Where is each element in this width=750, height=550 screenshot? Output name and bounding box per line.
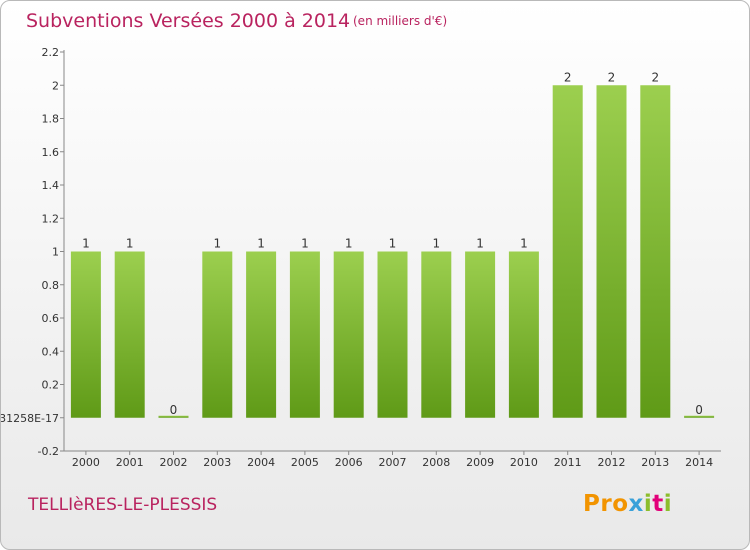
x-tick-label: 2013	[641, 456, 669, 469]
bar	[508, 251, 539, 418]
data-label: 1	[476, 237, 484, 251]
bar	[421, 251, 452, 418]
x-tick-label: 2005	[291, 456, 319, 469]
y-tick-label: 0.8	[42, 279, 60, 292]
y-tick-label: 0.4	[42, 345, 60, 358]
data-label: 1	[126, 237, 134, 251]
proxiti-logo: Proxiti	[583, 491, 673, 517]
y-tick-label: 2.2	[42, 46, 60, 59]
x-tick-label: 2006	[335, 456, 363, 469]
data-label: 1	[432, 237, 440, 251]
bar	[246, 251, 277, 418]
bar	[158, 415, 189, 418]
x-tick-label: 2002	[160, 456, 188, 469]
y-tick-label: -0.2	[38, 445, 59, 458]
y-tick-label: 0.2	[42, 379, 60, 392]
bar	[70, 251, 101, 418]
x-tick-label: 2009	[466, 456, 494, 469]
x-tick-label: 2003	[203, 456, 231, 469]
data-label: 0	[695, 403, 703, 417]
x-tick-label: 2007	[379, 456, 407, 469]
y-tick-label: 1.8	[42, 113, 60, 126]
x-tick-label: 2008	[422, 456, 450, 469]
bar	[333, 251, 364, 418]
y-tick-label: 1.2	[42, 212, 60, 225]
chart-title: Subventions Versées 2000 à 2014	[26, 10, 351, 32]
data-label: 1	[213, 237, 221, 251]
data-label: 1	[82, 237, 90, 251]
x-tick-label: 2000	[72, 456, 100, 469]
x-tick-label: 2010	[510, 456, 538, 469]
y-tick-label: 0.6	[42, 312, 60, 325]
x-tick-label: 2014	[685, 456, 713, 469]
bar	[202, 251, 233, 418]
bar	[114, 251, 145, 418]
data-label: 2	[608, 70, 616, 84]
x-tick-label: 2004	[247, 456, 275, 469]
y-tick-label: -5.5511151231258E-17	[1, 412, 59, 425]
bar	[377, 251, 408, 418]
data-label: 2	[564, 70, 572, 84]
x-tick-label: 2011	[554, 456, 582, 469]
y-tick-label: 1.4	[42, 179, 60, 192]
data-label: 1	[389, 237, 397, 251]
data-label: 2	[651, 70, 659, 84]
chart-subtitle: (en milliers d'€)	[353, 14, 448, 28]
data-label: 0	[170, 403, 178, 417]
bar	[640, 85, 671, 418]
data-label: 1	[345, 237, 353, 251]
data-label: 1	[301, 237, 309, 251]
data-label: 1	[257, 237, 265, 251]
bar	[552, 85, 583, 418]
y-tick-label: 1.6	[42, 146, 60, 159]
commune-name: TELLIèRES-LE-PLESSIS	[28, 495, 218, 515]
bar	[684, 415, 715, 418]
bar	[465, 251, 496, 418]
x-tick-label: 2001	[116, 456, 144, 469]
y-tick-label: 1	[52, 246, 59, 259]
bar	[596, 85, 627, 418]
x-tick-label: 2012	[598, 456, 626, 469]
data-label: 1	[520, 237, 528, 251]
y-tick-label: 2	[52, 79, 59, 92]
bar	[289, 251, 320, 418]
